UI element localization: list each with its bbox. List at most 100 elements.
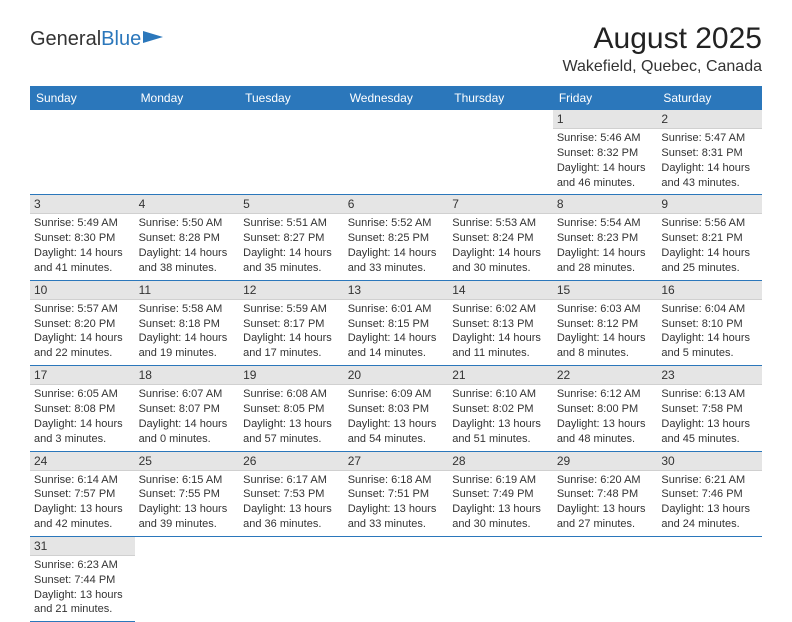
calendar-cell: 19Sunrise: 6:08 AMSunset: 8:05 PMDayligh… <box>239 366 344 451</box>
calendar-cell: 8Sunrise: 5:54 AMSunset: 8:23 PMDaylight… <box>553 195 658 280</box>
daylight-line: Daylight: 13 hours and 33 minutes. <box>348 502 445 532</box>
logo: GeneralBlue <box>30 28 165 51</box>
weekday-header: Monday <box>135 86 240 110</box>
sunset-line: Sunset: 8:12 PM <box>557 317 654 332</box>
day-body: Sunrise: 5:56 AMSunset: 8:21 PMDaylight:… <box>657 214 762 279</box>
daylight-line: Daylight: 14 hours and 11 minutes. <box>452 331 549 361</box>
day-body: Sunrise: 5:51 AMSunset: 8:27 PMDaylight:… <box>239 214 344 279</box>
day-body: Sunrise: 6:04 AMSunset: 8:10 PMDaylight:… <box>657 300 762 365</box>
sunset-line: Sunset: 8:31 PM <box>661 146 758 161</box>
day-body: Sunrise: 6:23 AMSunset: 7:44 PMDaylight:… <box>30 556 135 621</box>
sunset-line: Sunset: 7:48 PM <box>557 487 654 502</box>
day-body: Sunrise: 6:20 AMSunset: 7:48 PMDaylight:… <box>553 471 658 536</box>
day-body: Sunrise: 6:17 AMSunset: 7:53 PMDaylight:… <box>239 471 344 536</box>
day-body: Sunrise: 6:14 AMSunset: 7:57 PMDaylight:… <box>30 471 135 536</box>
weekday-header: Sunday <box>30 86 135 110</box>
day-body: Sunrise: 6:01 AMSunset: 8:15 PMDaylight:… <box>344 300 449 365</box>
day-number: 22 <box>553 366 658 385</box>
daylight-line: Daylight: 13 hours and 27 minutes. <box>557 502 654 532</box>
daylight-line: Daylight: 13 hours and 54 minutes. <box>348 417 445 447</box>
sunset-line: Sunset: 7:51 PM <box>348 487 445 502</box>
daylight-line: Daylight: 14 hours and 5 minutes. <box>661 331 758 361</box>
logo-flag-icon <box>143 29 165 45</box>
sunrise-line: Sunrise: 5:49 AM <box>34 216 131 231</box>
calendar-table: Sunday Monday Tuesday Wednesday Thursday… <box>30 86 762 622</box>
day-number: 9 <box>657 195 762 214</box>
day-body: Sunrise: 6:15 AMSunset: 7:55 PMDaylight:… <box>135 471 240 536</box>
sunrise-line: Sunrise: 6:14 AM <box>34 473 131 488</box>
calendar-cell <box>239 110 344 195</box>
calendar-cell <box>344 536 449 621</box>
calendar-cell: 29Sunrise: 6:20 AMSunset: 7:48 PMDayligh… <box>553 451 658 536</box>
sunset-line: Sunset: 8:20 PM <box>34 317 131 332</box>
day-body: Sunrise: 6:03 AMSunset: 8:12 PMDaylight:… <box>553 300 658 365</box>
calendar-cell <box>448 536 553 621</box>
day-body: Sunrise: 6:05 AMSunset: 8:08 PMDaylight:… <box>30 385 135 450</box>
day-number: 7 <box>448 195 553 214</box>
day-body: Sunrise: 6:18 AMSunset: 7:51 PMDaylight:… <box>344 471 449 536</box>
daylight-line: Daylight: 14 hours and 25 minutes. <box>661 246 758 276</box>
sunset-line: Sunset: 7:49 PM <box>452 487 549 502</box>
calendar-cell: 31Sunrise: 6:23 AMSunset: 7:44 PMDayligh… <box>30 536 135 621</box>
daylight-line: Daylight: 14 hours and 19 minutes. <box>139 331 236 361</box>
daylight-line: Daylight: 13 hours and 45 minutes. <box>661 417 758 447</box>
sunset-line: Sunset: 8:21 PM <box>661 231 758 246</box>
sunrise-line: Sunrise: 6:17 AM <box>243 473 340 488</box>
calendar-cell: 21Sunrise: 6:10 AMSunset: 8:02 PMDayligh… <box>448 366 553 451</box>
calendar-week-row: 10Sunrise: 5:57 AMSunset: 8:20 PMDayligh… <box>30 280 762 365</box>
calendar-cell: 1Sunrise: 5:46 AMSunset: 8:32 PMDaylight… <box>553 110 658 195</box>
day-body: Sunrise: 5:52 AMSunset: 8:25 PMDaylight:… <box>344 214 449 279</box>
sunset-line: Sunset: 8:03 PM <box>348 402 445 417</box>
sunrise-line: Sunrise: 6:20 AM <box>557 473 654 488</box>
day-number: 4 <box>135 195 240 214</box>
sunrise-line: Sunrise: 6:05 AM <box>34 387 131 402</box>
calendar-cell: 26Sunrise: 6:17 AMSunset: 7:53 PMDayligh… <box>239 451 344 536</box>
sunset-line: Sunset: 8:13 PM <box>452 317 549 332</box>
day-body: Sunrise: 5:49 AMSunset: 8:30 PMDaylight:… <box>30 214 135 279</box>
sunrise-line: Sunrise: 5:53 AM <box>452 216 549 231</box>
daylight-line: Daylight: 13 hours and 21 minutes. <box>34 588 131 618</box>
daylight-line: Daylight: 14 hours and 33 minutes. <box>348 246 445 276</box>
weekday-header: Thursday <box>448 86 553 110</box>
day-number: 14 <box>448 281 553 300</box>
calendar-cell <box>344 110 449 195</box>
month-title: August 2025 <box>562 22 762 56</box>
daylight-line: Daylight: 14 hours and 14 minutes. <box>348 331 445 361</box>
daylight-line: Daylight: 14 hours and 8 minutes. <box>557 331 654 361</box>
daylight-line: Daylight: 14 hours and 3 minutes. <box>34 417 131 447</box>
day-number: 17 <box>30 366 135 385</box>
calendar-cell: 14Sunrise: 6:02 AMSunset: 8:13 PMDayligh… <box>448 280 553 365</box>
calendar-cell <box>657 536 762 621</box>
calendar-cell <box>135 110 240 195</box>
daylight-line: Daylight: 14 hours and 38 minutes. <box>139 246 236 276</box>
day-number: 12 <box>239 281 344 300</box>
sunset-line: Sunset: 8:10 PM <box>661 317 758 332</box>
day-body: Sunrise: 6:09 AMSunset: 8:03 PMDaylight:… <box>344 385 449 450</box>
sunrise-line: Sunrise: 6:08 AM <box>243 387 340 402</box>
sunrise-line: Sunrise: 6:15 AM <box>139 473 236 488</box>
sunset-line: Sunset: 7:57 PM <box>34 487 131 502</box>
calendar-cell: 2Sunrise: 5:47 AMSunset: 8:31 PMDaylight… <box>657 110 762 195</box>
calendar-cell <box>448 110 553 195</box>
calendar-week-row: 24Sunrise: 6:14 AMSunset: 7:57 PMDayligh… <box>30 451 762 536</box>
daylight-line: Daylight: 13 hours and 42 minutes. <box>34 502 131 532</box>
day-number: 25 <box>135 452 240 471</box>
daylight-line: Daylight: 14 hours and 17 minutes. <box>243 331 340 361</box>
calendar-cell: 10Sunrise: 5:57 AMSunset: 8:20 PMDayligh… <box>30 280 135 365</box>
calendar-week-row: 1Sunrise: 5:46 AMSunset: 8:32 PMDaylight… <box>30 110 762 195</box>
day-body: Sunrise: 5:54 AMSunset: 8:23 PMDaylight:… <box>553 214 658 279</box>
day-body: Sunrise: 6:10 AMSunset: 8:02 PMDaylight:… <box>448 385 553 450</box>
calendar-cell: 25Sunrise: 6:15 AMSunset: 7:55 PMDayligh… <box>135 451 240 536</box>
day-number: 13 <box>344 281 449 300</box>
calendar-cell: 6Sunrise: 5:52 AMSunset: 8:25 PMDaylight… <box>344 195 449 280</box>
sunset-line: Sunset: 8:18 PM <box>139 317 236 332</box>
day-body: Sunrise: 5:47 AMSunset: 8:31 PMDaylight:… <box>657 129 762 194</box>
sunset-line: Sunset: 8:28 PM <box>139 231 236 246</box>
calendar-cell: 5Sunrise: 5:51 AMSunset: 8:27 PMDaylight… <box>239 195 344 280</box>
sunrise-line: Sunrise: 6:23 AM <box>34 558 131 573</box>
daylight-line: Daylight: 13 hours and 48 minutes. <box>557 417 654 447</box>
daylight-line: Daylight: 13 hours and 30 minutes. <box>452 502 549 532</box>
daylight-line: Daylight: 14 hours and 41 minutes. <box>34 246 131 276</box>
calendar-cell <box>30 110 135 195</box>
calendar-cell <box>135 536 240 621</box>
